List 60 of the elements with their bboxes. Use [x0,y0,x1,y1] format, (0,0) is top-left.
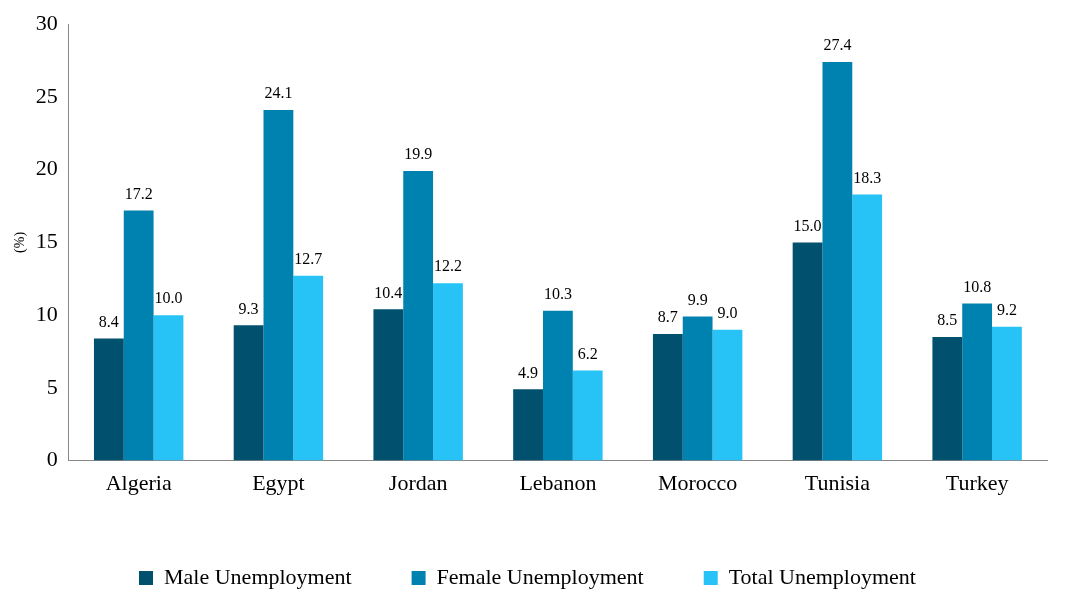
x-tick-label: Morocco [657,469,738,495]
x-tick-label: Egypt [252,469,305,495]
data-label: 8.5 [937,311,958,329]
data-label: 10.4 [374,283,403,301]
data-label: 10.3 [543,284,572,302]
data-label: 27.4 [823,36,852,54]
data-label: 8.7 [657,308,678,326]
data-label: 10.0 [154,289,183,307]
bar [992,326,1022,461]
data-label: 12.7 [294,250,323,268]
data-label: 24.1 [264,84,293,102]
bar [513,389,543,461]
data-label: 9.0 [717,303,738,321]
data-label: 10.8 [963,277,992,295]
legend-label: Total Unemployment [728,563,916,589]
bar [822,62,853,461]
y-tick-label: 25 [35,82,58,108]
data-label: 12.2 [433,257,462,275]
y-tick-label: 30 [35,9,58,35]
data-label: 8.4 [98,312,119,330]
bar [153,315,184,461]
data-label: 6.2 [577,344,598,362]
bar [852,194,883,461]
x-tick-label: Turkey [945,469,1009,495]
bar [233,325,264,461]
bar [293,275,324,461]
bar [403,171,434,461]
bar [373,309,404,461]
data-label: 9.2 [996,300,1017,318]
data-label: 9.3 [238,299,259,317]
legend-label: Male Unemployment [164,563,352,589]
data-label: 18.3 [853,168,882,186]
y-tick-label: 0 [46,446,58,472]
bar [792,242,823,461]
x-tick-label: Tunisia [804,469,871,495]
x-tick-label: Algeria [105,469,172,495]
bar [652,334,683,461]
bar [542,310,573,461]
data-label: 9.9 [687,290,708,308]
y-axis-title: (%) [12,231,29,253]
x-tick-label: Lebanon [519,469,597,495]
y-tick-label: 15 [35,228,58,254]
y-tick-label: 5 [46,373,58,399]
legend-label: Female Unemployment [436,563,644,589]
bar [433,283,463,461]
bar [572,370,603,461]
bar [932,336,963,461]
bar [682,316,713,461]
bar [123,210,154,461]
bar [962,303,993,461]
bar [263,110,294,461]
x-tick-label: Jordan [388,469,448,495]
bar [93,338,124,461]
y-tick-label: 10 [35,300,58,326]
data-label: 17.2 [124,184,153,202]
data-label: 19.9 [404,145,433,163]
bar [712,329,743,461]
data-label: 4.9 [518,363,539,381]
data-label: 15.0 [793,216,822,234]
y-tick-label: 20 [35,155,58,181]
